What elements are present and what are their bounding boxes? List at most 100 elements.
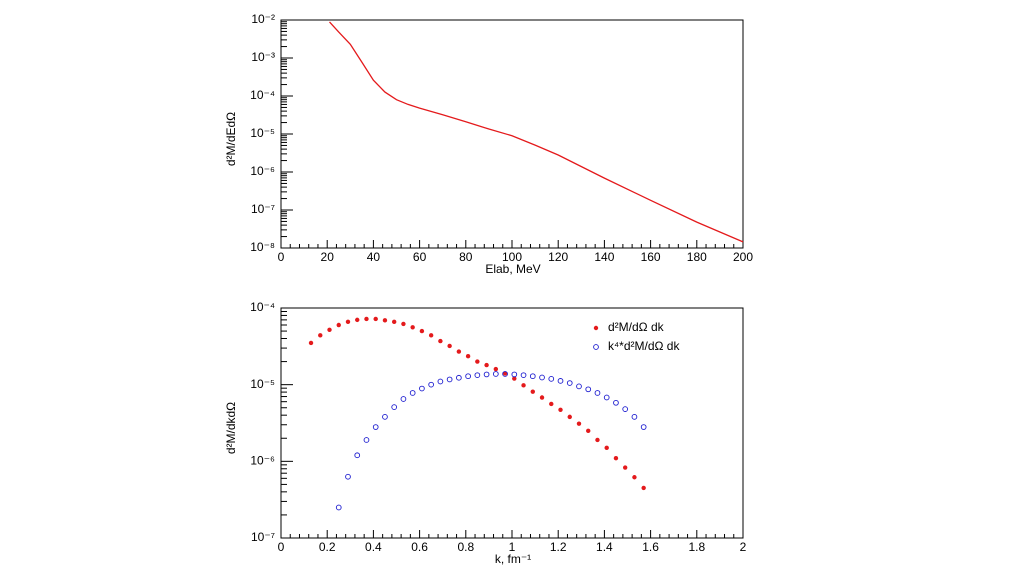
data-point [465,373,471,380]
data-point [622,465,628,470]
data-point [511,371,518,378]
data-point [594,390,601,396]
x-tick-label: 1.8 [688,540,705,554]
x-tick-label: 0.6 [411,540,428,554]
data-point [604,445,609,451]
data-point [640,424,647,430]
x-axis-label: k, fm⁻¹ [495,552,531,566]
y-tick-label: 10⁻⁵ [250,377,275,391]
x-tick-label: 140 [594,250,614,264]
x-tick-label: 0.4 [365,540,382,554]
x-tick-label: 80 [459,250,473,264]
data-point [566,380,573,386]
data-point [465,354,471,359]
data-point [613,455,619,461]
y-tick-label: 10⁻⁴ [250,300,275,314]
data-point [438,338,443,344]
data-point [355,317,360,323]
data-point [318,333,323,338]
data-point [437,378,444,385]
data-point [484,362,489,368]
data-point [446,376,453,383]
data-point [345,319,351,325]
x-axis-label: Elab, MeV [485,262,540,276]
data-point [603,394,610,401]
data-point [576,383,582,390]
data-point [613,399,619,406]
data-point [521,383,526,388]
x-tick-label: 100 [502,250,522,264]
data-point [474,372,481,379]
y-tick-label: 10⁻⁷ [251,202,275,216]
data-point [557,378,564,384]
y-tick-label: 10⁻⁶ [250,454,275,468]
y-tick-label: 10⁻⁴ [250,88,275,102]
x-tick-label: 0 [278,250,285,264]
data-point [327,327,332,332]
y-tick-label: 10⁻⁸ [250,240,275,254]
x-tick-label: 1 [509,540,516,554]
data-point [391,404,398,410]
plot-frame [280,19,744,249]
data-point [595,437,600,443]
data-point [539,395,545,400]
data-point [428,333,434,338]
data-point [539,374,545,381]
x-tick-label: 60 [413,250,427,264]
y-axis-label: d²M/dEdΩ [224,112,238,166]
data-point [372,424,379,430]
data-point [447,343,452,349]
data-point [382,318,388,323]
data-point [530,389,535,394]
x-tick-label: 1.2 [550,540,567,554]
x-tick-label: 40 [367,250,381,264]
data-point [585,386,592,393]
x-tick-label: 20 [321,250,335,264]
legend-label: k⁴*d²M/dΩ dk [608,339,680,353]
data-point [382,414,388,420]
x-tick-label: 180 [687,250,707,264]
data-point [567,414,572,420]
y-axis-label: d²M/dkdΩ [224,402,238,454]
data-point [401,321,406,327]
data-point [456,349,462,354]
data-point [586,428,591,434]
x-tick-label: 200 [733,250,753,264]
data-point [493,366,499,372]
data-point [502,371,508,376]
data-point [363,437,370,443]
y-tick-label: 10⁻⁶ [250,164,275,178]
data-point [354,452,361,459]
data-point [373,316,378,322]
data-point [400,396,407,402]
data-point [475,359,480,364]
x-tick-label: 160 [641,250,661,264]
legend-label: d²M/dΩ dk [608,320,665,334]
x-tick-label: 0 [278,540,285,554]
data-point [419,328,425,334]
data-point [549,401,554,407]
data-point [641,485,646,491]
data-point [512,376,517,381]
data-point [428,381,435,388]
data-point [548,376,555,382]
x-tick-label: 0.2 [319,540,336,554]
x-tick-label: 0.8 [457,540,474,554]
data-point [622,406,629,412]
data-point [345,473,351,480]
data-point [483,371,490,378]
y-tick-label: 10⁻³ [251,50,275,64]
data-point [529,373,536,380]
data-point [336,322,341,328]
data-point [492,371,499,377]
x-tick-label: 120 [548,250,568,264]
legend-marker [593,325,599,331]
data-point [410,325,415,330]
data-point [558,407,563,413]
data-point [409,390,416,396]
data-point [456,374,462,381]
y-tick-label: 10⁻⁵ [250,126,275,140]
data-point [391,319,397,325]
data-point [419,385,425,392]
data-point [632,475,637,480]
